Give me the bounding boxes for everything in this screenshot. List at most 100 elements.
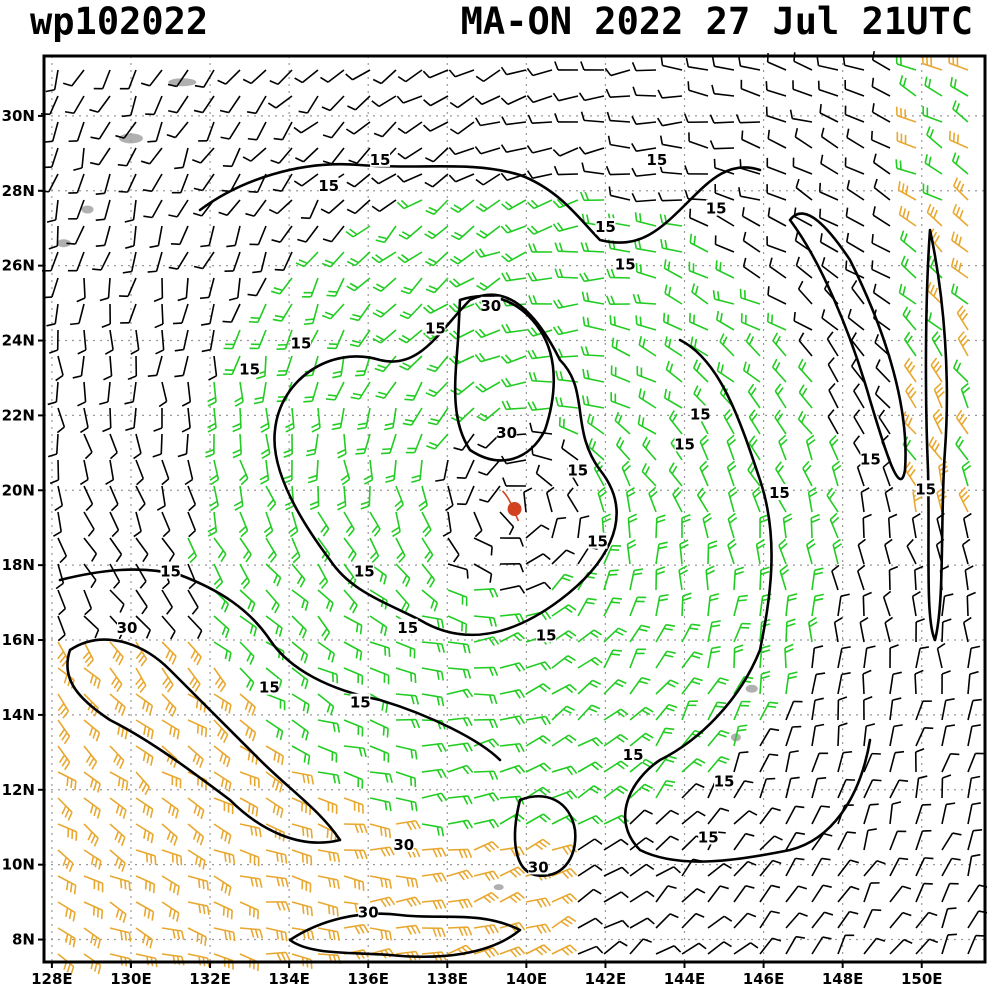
wind-barb	[785, 935, 805, 955]
wind-barb	[603, 760, 629, 773]
wind-barb	[955, 409, 969, 435]
wind-barb	[707, 941, 732, 955]
wind-barb	[448, 173, 475, 183]
contour-label-bg	[528, 858, 549, 875]
wind-barb	[785, 618, 796, 643]
wind-barb	[846, 180, 865, 201]
wind-barb	[684, 165, 709, 175]
wind-barb	[239, 901, 260, 920]
wind-barb	[856, 564, 866, 591]
wind-barb	[95, 173, 111, 195]
wind-barb	[475, 199, 501, 213]
wind-barb	[83, 667, 101, 689]
wind-barb	[696, 487, 709, 513]
wind-barb	[421, 615, 445, 629]
wind-barb	[610, 392, 631, 409]
wind-barb	[870, 130, 891, 149]
wind-barb	[267, 95, 293, 109]
wind-barb	[785, 831, 806, 851]
wind-barb	[54, 485, 64, 512]
wind-barb	[967, 724, 981, 747]
wind-barb	[863, 860, 886, 877]
wind-barb	[291, 745, 311, 765]
wind-barb	[395, 641, 416, 659]
wind-barb	[759, 807, 781, 825]
wind-barb	[161, 511, 171, 538]
wind-barb	[523, 487, 533, 513]
wind-barb	[500, 66, 527, 76]
wind-barb	[603, 544, 621, 565]
wind-barb	[527, 114, 553, 124]
contour-label-bg	[350, 693, 371, 710]
wind-barb	[941, 618, 952, 643]
wind-barb	[369, 797, 392, 812]
wind-barb	[811, 911, 834, 929]
wind-barb	[153, 277, 164, 303]
wind-barb	[837, 885, 860, 903]
wind-barb	[109, 745, 125, 769]
wind-barb	[317, 693, 335, 716]
wind-barb	[291, 719, 309, 741]
wind-barb	[99, 381, 111, 405]
wind-barb	[395, 745, 418, 760]
wind-barb	[727, 486, 738, 513]
wind-barb	[369, 875, 392, 889]
wind-barb	[711, 57, 735, 71]
wind-barb	[101, 303, 112, 329]
contour-label: 15	[587, 533, 608, 551]
wind-barb	[501, 323, 527, 334]
wind-barb	[501, 271, 527, 282]
wind-barb	[473, 792, 500, 802]
wind-barb	[93, 69, 111, 90]
wind-barb	[421, 537, 434, 563]
wind-barb	[232, 433, 242, 459]
wind-barb	[265, 927, 288, 942]
lat-tick-label: 30N	[2, 107, 35, 125]
wind-barb	[941, 753, 960, 773]
wind-barb	[181, 381, 192, 407]
wind-barb	[99, 277, 111, 302]
wind-barb	[56, 407, 66, 434]
wind-barb	[135, 771, 151, 796]
wind-barb	[82, 641, 95, 667]
wind-barb	[53, 511, 63, 537]
wind-barb	[719, 333, 735, 357]
contour-label: 15	[425, 319, 446, 337]
wind-barb	[336, 485, 347, 511]
wind-barb	[133, 433, 142, 460]
wind-barb	[545, 486, 555, 513]
wind-barb	[733, 751, 749, 773]
wind-barb	[276, 329, 293, 350]
wind-barb	[213, 719, 229, 744]
wind-barb	[821, 257, 839, 279]
wind-barb	[64, 95, 85, 115]
wind-barb	[68, 121, 85, 143]
wind-barb	[109, 849, 126, 872]
wind-barb	[707, 915, 733, 929]
wind-barb	[168, 95, 189, 114]
wind-barb	[499, 946, 526, 958]
wind-barb	[375, 225, 397, 244]
wind-barb	[748, 435, 761, 461]
wind-barb	[239, 927, 264, 939]
wind-barb	[83, 433, 93, 460]
wind-barb	[149, 225, 163, 249]
wind-barb	[102, 407, 112, 433]
wind-barb	[449, 95, 475, 109]
wind-barb	[135, 823, 154, 844]
wind-barb	[291, 797, 312, 815]
wind-barb	[811, 697, 824, 721]
wind-barb	[837, 672, 851, 695]
wind-barb	[871, 103, 891, 123]
wind-barb	[551, 655, 576, 669]
wind-barb	[811, 723, 825, 747]
wind-barb	[135, 927, 154, 949]
wind-barb	[291, 589, 309, 611]
contour-label: 30	[480, 297, 501, 315]
wind-barb	[581, 395, 605, 409]
wind-barb	[924, 76, 943, 97]
wind-barb	[705, 565, 715, 591]
wind-barb	[785, 593, 798, 617]
wind-barb	[450, 407, 475, 423]
wind-barb	[448, 277, 475, 288]
